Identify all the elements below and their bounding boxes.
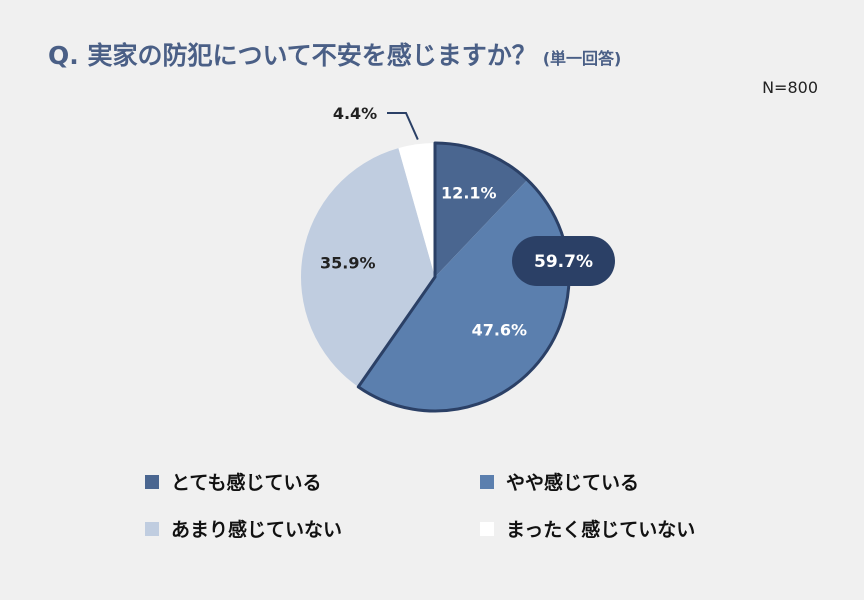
pie-slice-very	[435, 143, 528, 277]
legend-swatch	[480, 474, 494, 489]
legend-label: まったく感じていない	[506, 519, 696, 541]
slice-label-very: 12.1%	[441, 183, 497, 202]
chart-title: Q. 実家の防犯について不安を感じますか？ (単一回答)	[48, 36, 621, 72]
callout-pill	[512, 236, 615, 286]
chart-title-text: Q. 実家の防犯について不安を感じますか？	[48, 41, 537, 70]
pie-slice-not-at-all	[398, 143, 435, 277]
leader-line-group: 4.4%	[333, 104, 419, 140]
chart-subtitle: (単一回答)	[542, 49, 622, 68]
pie-slice-not-much	[300, 148, 435, 387]
legend-label: あまり感じていない	[171, 519, 343, 541]
slice-label-not-at-all: 4.4%	[333, 104, 377, 123]
legend-swatch	[480, 521, 494, 536]
legend-label: とても感じている	[171, 472, 322, 494]
legend-swatch	[145, 521, 159, 536]
slice-labels: 12.1% 47.6% 35.9%	[320, 183, 527, 339]
legend-item: あまり感じていない	[145, 515, 480, 542]
leader-line	[387, 112, 419, 140]
legend-item: やや感じている	[480, 468, 745, 495]
pie-slices	[300, 141, 571, 413]
callout-value: 59.7%	[534, 252, 593, 272]
legend-swatch	[145, 474, 159, 489]
slice-label-not-much: 35.9%	[320, 253, 376, 272]
legend-item: まったく感じていない	[480, 515, 745, 542]
combined-slice-outline	[356, 141, 571, 413]
sample-size-label: N=800	[762, 78, 818, 97]
pie-slice-somewhat	[358, 179, 570, 412]
legend-item: とても感じている	[145, 468, 480, 495]
legend: とても感じている やや感じている あまり感じていない まったく感じていない	[145, 468, 745, 542]
slice-label-somewhat: 47.6%	[472, 321, 528, 340]
legend-label: やや感じている	[506, 472, 640, 494]
callout-group: 59.7%	[512, 236, 615, 286]
